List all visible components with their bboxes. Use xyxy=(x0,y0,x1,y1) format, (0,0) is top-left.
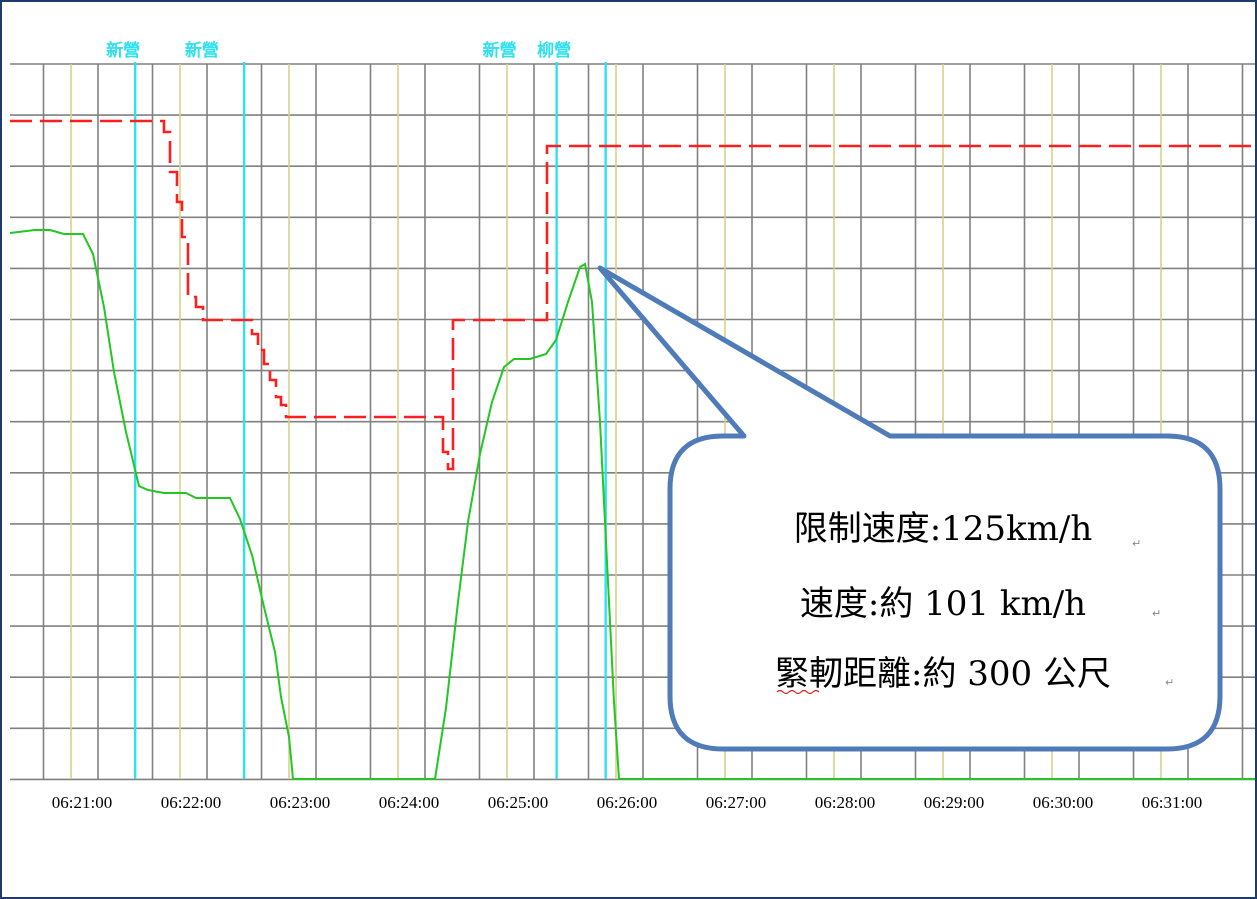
spellcheck-underline xyxy=(776,689,820,695)
para-mark-2: ↵ xyxy=(1152,607,1161,620)
para-mark-3: ↵ xyxy=(1165,676,1174,689)
speed-line xyxy=(9,229,1255,780)
x-tick-label: 06:25:00 xyxy=(488,793,548,812)
x-tick-label: 06:28:00 xyxy=(815,793,875,812)
para-mark-1: ↵ xyxy=(1132,537,1141,550)
station-label: 新營 xyxy=(483,40,517,61)
series-layer xyxy=(9,119,1255,780)
station-label: 柳營 xyxy=(537,40,571,61)
callout-bubble xyxy=(597,265,1223,752)
callout-speed-text: 速度:約 101 km/h xyxy=(800,584,1086,624)
callout-limit-text: 限制速度:125km/h xyxy=(794,509,1093,549)
x-tick-label: 06:24:00 xyxy=(379,793,439,812)
x-tick-label: 06:26:00 xyxy=(597,793,657,812)
station-label: 新營 xyxy=(185,40,219,61)
x-tick-label: 06:21:00 xyxy=(52,793,112,812)
x-tick-label: 06:31:00 xyxy=(1142,793,1202,812)
callout: 限制速度:125km/h 速度:約 101 km/h 緊軔距離:約 300 公尺… xyxy=(597,265,1223,752)
x-tick-label: 06:23:00 xyxy=(270,793,330,812)
station-markers: 新營 新營 新營 柳營 xyxy=(106,40,607,779)
speed-limit-line xyxy=(10,119,1255,471)
callout-braking-text: 緊軔距離:約 300 公尺 xyxy=(775,654,1111,694)
x-tick-label: 06:30:00 xyxy=(1033,793,1093,812)
x-tick-label: 06:22:00 xyxy=(161,793,221,812)
x-tick-label: 06:27:00 xyxy=(706,793,766,812)
x-tick-label: 06:29:00 xyxy=(924,793,984,812)
x-axis-ticks: 06:21:00 06:22:00 06:23:00 06:24:00 06:25:00… xyxy=(52,793,1202,812)
station-label: 新營 xyxy=(106,40,140,61)
